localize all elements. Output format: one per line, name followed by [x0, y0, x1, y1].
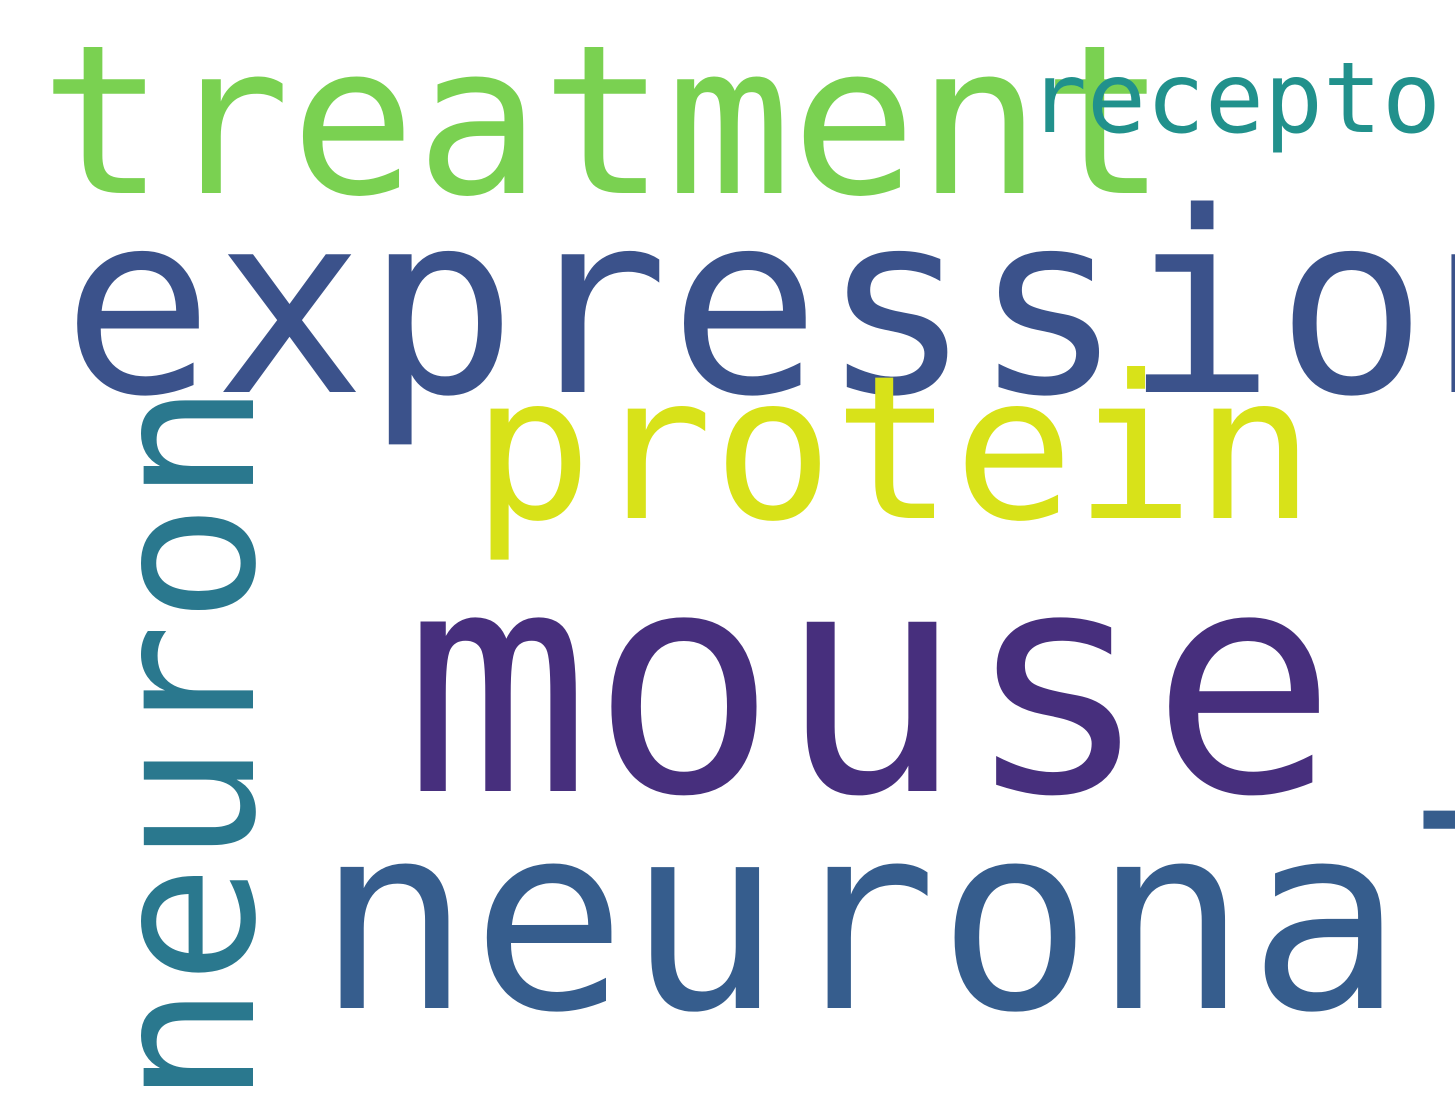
word-receptor: receptor [1028, 42, 1455, 156]
word-neuron: neuron [68, 382, 301, 1105]
word-mouse: mouse [404, 504, 1338, 865]
word-neuronal: neuronal [316, 769, 1455, 1069]
word-protein: protein [472, 333, 1315, 566]
word-treatment: treatment [40, 1, 1168, 243]
word-expression: expression [62, 159, 1455, 452]
